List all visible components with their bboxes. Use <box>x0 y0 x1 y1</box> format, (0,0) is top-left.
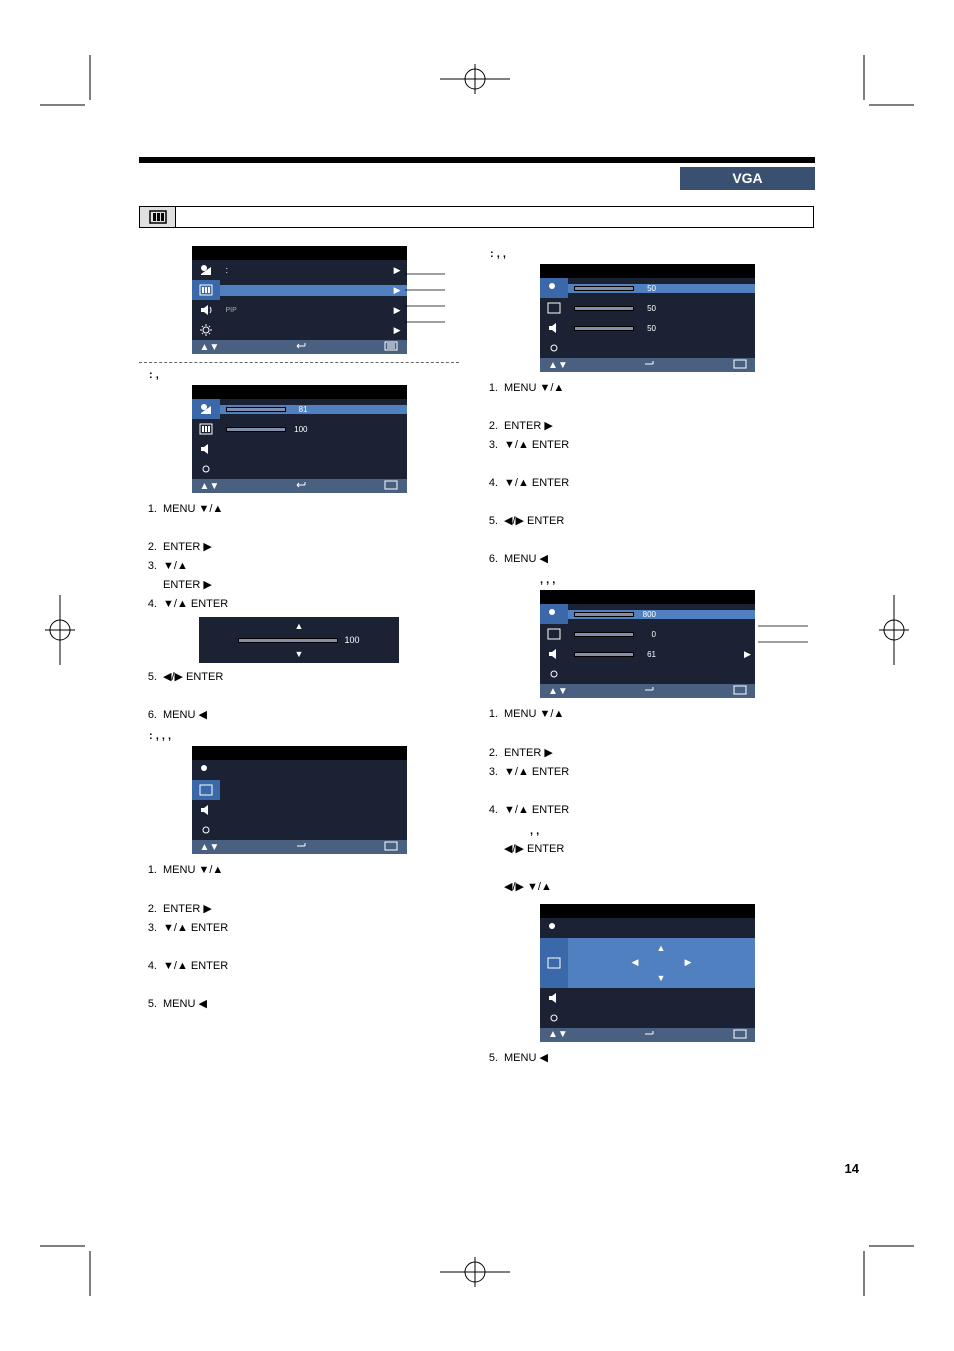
picture-icon <box>547 607 561 621</box>
osd-menu-modes: ▲▼ <box>192 746 407 854</box>
updown-icon: ▲▼ <box>548 686 568 697</box>
picture-icon <box>199 763 213 777</box>
right-column: : , , 50 50 50 ▲▼ 1.MENU ▼/▲ 2.ENTER ▶ 3… <box>480 246 815 1069</box>
updown-icon: ▲▼ <box>200 481 220 492</box>
osd-row: PIP▶ <box>192 300 407 320</box>
setup-icon <box>547 667 561 681</box>
steps: 1.MENU ▼/▲ 2.ENTER ▶ 3.▼/▲ ENTER 4.▼/▲ <box>139 862 459 1012</box>
section-label: : , , <box>490 248 815 260</box>
screen-icon <box>547 302 561 314</box>
sound-icon <box>199 804 213 816</box>
chevron-right-icon: ▶ <box>744 649 751 660</box>
section-title <box>139 206 814 228</box>
updown-icon: ▲▼ <box>200 842 220 853</box>
screen-icon <box>547 957 561 969</box>
menu-icon <box>733 359 747 371</box>
divider <box>139 362 459 363</box>
menu-icon <box>733 1029 747 1041</box>
osd-menu-rgb: 50 50 50 ▲▼ <box>540 264 755 372</box>
enter-icon <box>644 360 656 370</box>
picture-icon <box>199 402 213 416</box>
updown-icon: ▲▼ <box>200 342 220 353</box>
menu-icon <box>384 841 398 853</box>
enter-icon <box>296 842 308 852</box>
screen-icon <box>547 628 561 640</box>
vga-label: VGA <box>680 167 815 190</box>
section-label: , , <box>530 825 815 837</box>
osd-menu-clock: 800 0 61▶ ▲▼ <box>540 590 755 698</box>
steps: 5.◀/▶ ENTER 6.MENU ◀ <box>139 669 459 724</box>
sound-icon <box>547 322 561 334</box>
page-number: 14 <box>845 1161 859 1176</box>
sound-icon <box>547 648 561 660</box>
steps: 1.MENU ▼/▲ 2.ENTER ▶ 3.▼/▲ ENTER 4.▼/▲ <box>480 706 815 818</box>
menu-icon <box>733 685 747 697</box>
enter-icon <box>296 342 308 352</box>
updown-icon: ▲▼ <box>548 1029 568 1040</box>
osd-row: ▶ <box>192 320 407 340</box>
sound-icon <box>199 304 213 316</box>
chevron-right-icon: ▶ <box>394 285 401 296</box>
osd-menu-main: :▶ ▶ PIP▶ ▶ ▲▼ <box>192 246 407 354</box>
enter-icon <box>644 1030 656 1040</box>
sound-icon <box>547 992 561 1004</box>
menu-icon <box>384 341 398 353</box>
right-icon: ▶ <box>685 957 692 968</box>
section-label: : , , , <box>149 730 459 742</box>
callout-lines <box>758 616 808 666</box>
setup-icon <box>199 323 213 337</box>
osd-row: :▶ <box>192 260 407 280</box>
setup-icon <box>199 462 213 476</box>
picture-icon <box>199 263 213 277</box>
screen-icon <box>199 784 213 796</box>
enter-icon <box>296 481 308 491</box>
screen-icon <box>199 423 213 435</box>
enter-icon <box>644 686 656 696</box>
chevron-right-icon: ▶ <box>394 265 401 276</box>
up-icon: ▲ <box>657 943 666 953</box>
down-icon: ▼ <box>657 973 666 983</box>
header-rule <box>139 157 815 163</box>
steps: ◀/▶ ENTER ◀/▶ ▼/▲ <box>480 841 815 896</box>
steps: 5.MENU ◀ <box>480 1050 815 1067</box>
chevron-right-icon: ▶ <box>394 305 401 316</box>
setup-icon <box>199 823 213 837</box>
picture-icon <box>547 921 561 935</box>
left-icon: ◀ <box>632 957 639 968</box>
setup-icon <box>547 1011 561 1025</box>
left-column: :▶ ▶ PIP▶ ▶ ▲▼ : , 81 100 <box>139 246 459 1015</box>
screen-section-icon <box>140 207 176 227</box>
sound-icon <box>199 443 213 455</box>
screen-icon <box>199 284 213 296</box>
steps: 1.MENU ▼/▲ 2.ENTER ▶ 3.▼/▲ ENTER ▶ 4.▼/▲… <box>139 501 459 613</box>
picture-icon <box>547 281 561 295</box>
osd-menu-position: ▲ ◀ ▶ ▼ ▲▼ <box>540 904 755 1042</box>
osd-footer: ▲▼ <box>192 340 407 354</box>
callout-lines <box>405 264 445 344</box>
adjustment-bar: ▲ 100 ▼ <box>199 617 399 663</box>
osd-menu-sliders: 81 100 ▲▼ <box>192 385 407 493</box>
steps: 1.MENU ▼/▲ 2.ENTER ▶ 3.▼/▲ ENTER 4.▼/▲ E <box>480 380 815 568</box>
osd-row: ▶ <box>192 280 407 300</box>
setup-icon <box>547 341 561 355</box>
section-label: , , , <box>540 574 815 586</box>
menu-icon <box>384 480 398 492</box>
chevron-right-icon: ▶ <box>394 325 401 336</box>
updown-icon: ▲▼ <box>548 360 568 371</box>
down-icon: ▼ <box>295 649 304 659</box>
section-label: : , <box>149 369 459 381</box>
up-icon: ▲ <box>295 621 304 631</box>
